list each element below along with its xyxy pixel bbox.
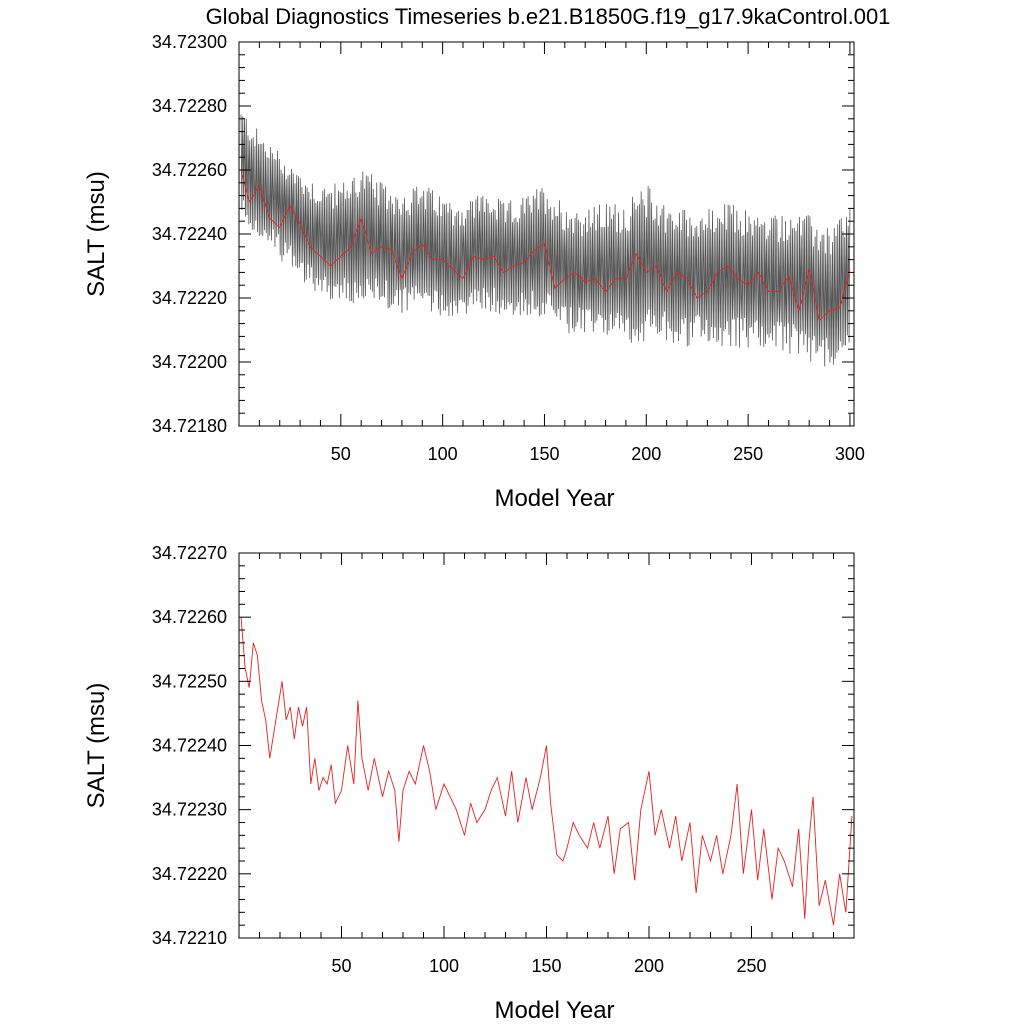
- y-tick-label: 34.72180: [152, 416, 227, 436]
- plot-area: [240, 617, 853, 926]
- y-tick-label: 34.72270: [152, 543, 227, 563]
- x-tick-label: 250: [733, 444, 763, 464]
- y-tick-label: 34.72300: [152, 32, 227, 52]
- y-tick-label: 34.72260: [152, 607, 227, 627]
- x-tick-label: 150: [529, 444, 559, 464]
- y-tick-label: 34.72220: [152, 864, 227, 884]
- top-panel: 50 100 150 200 250 300 34.72180 34.72200 34.7222…: [83, 32, 865, 512]
- y-axis-title: SALT (msu): [83, 171, 110, 297]
- y-tick-label: 34.72280: [152, 96, 227, 116]
- monthly-series-line: [240, 114, 851, 367]
- x-tick-label: 200: [631, 444, 661, 464]
- plot-area: [240, 114, 851, 367]
- bottom-panel: 50 100 150 200 250 34.72210 34.72220 34.72230 34…: [83, 543, 855, 1024]
- x-tick-label: 200: [634, 956, 664, 976]
- y-axis-title: SALT (msu): [83, 683, 110, 809]
- x-tick-label: 100: [428, 444, 458, 464]
- annual-mean-series-line: [240, 617, 853, 926]
- y-tick-label: 34.72250: [152, 671, 227, 691]
- x-tick-label: 100: [429, 956, 459, 976]
- y-tick-label: 34.72210: [152, 928, 227, 948]
- annual-mean-series-line: [240, 169, 851, 322]
- y-tick-label: 34.72260: [152, 160, 227, 180]
- x-axis-title: Model Year: [494, 997, 614, 1024]
- y-tick-label: 34.72230: [152, 800, 227, 820]
- y-tick-label: 34.72220: [152, 288, 227, 308]
- x-tick-label: 300: [835, 444, 865, 464]
- y-tick-label: 34.72240: [152, 224, 227, 244]
- x-tick-label: 250: [736, 956, 766, 976]
- chart-title: Global Diagnostics Timeseries b.e21.B185…: [206, 4, 891, 29]
- x-tick-label: 50: [331, 444, 351, 464]
- x-tick-label: 150: [531, 956, 561, 976]
- x-tick-label: 50: [331, 956, 351, 976]
- x-axis-title: Model Year: [494, 485, 614, 512]
- y-tick-label: 34.72240: [152, 736, 227, 756]
- y-tick-label: 34.72200: [152, 352, 227, 372]
